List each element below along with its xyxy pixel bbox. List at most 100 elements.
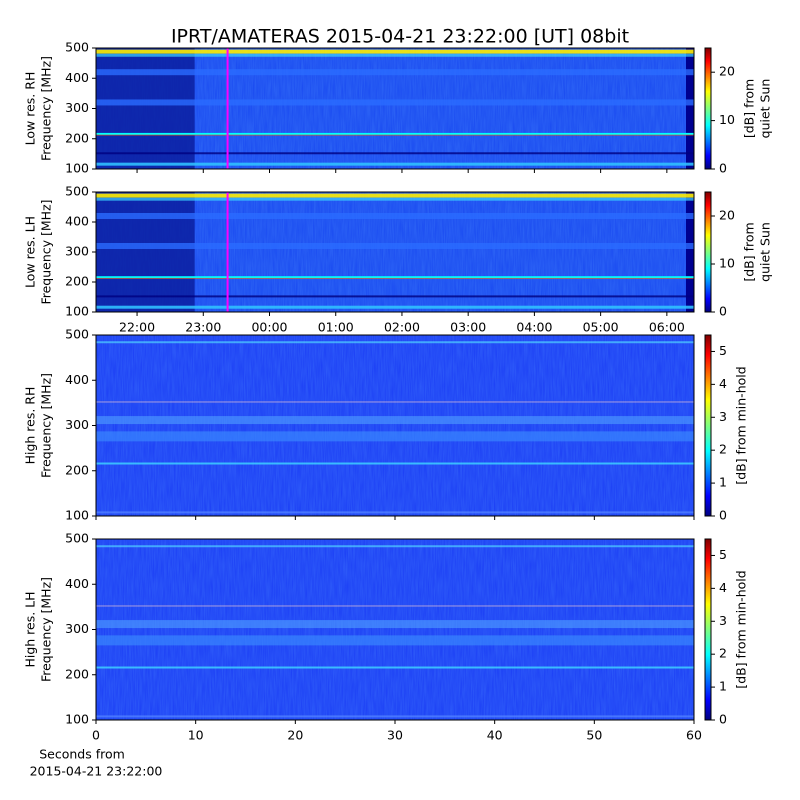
colorbar-label: [dB] from: [742, 222, 757, 281]
spectrogram-band: [96, 99, 694, 106]
colorbar-tick-label: 10: [719, 112, 735, 127]
spectrogram-band: [96, 162, 694, 166]
colorbar-tick-label: 2: [719, 646, 727, 661]
y-tick-label: 100: [65, 508, 89, 523]
spectrogram-band: [96, 295, 694, 298]
spectrogram-band: [96, 635, 694, 646]
spectrogram-band: [96, 49, 694, 54]
y-tick-label: 300: [65, 621, 89, 636]
colorbar-tick-label: 1: [719, 679, 727, 694]
colorbar-label: [dB] from min-hold: [734, 570, 749, 688]
spectrogram-band: [96, 620, 694, 629]
colorbar-tick-label: 20: [719, 208, 735, 223]
x-axis-label: Seconds from: [39, 747, 125, 762]
colorbar-tick-label: 4: [719, 580, 727, 595]
spectrogram-band: [96, 134, 694, 136]
spectrogram-band: [96, 132, 694, 135]
colorbar-label: [dB] from min-hold: [734, 366, 749, 484]
colorbar-tick-label: 20: [719, 64, 735, 79]
y-tick-label: 400: [65, 372, 89, 387]
x-tick-label: 02:00: [384, 320, 420, 335]
y-tick-label: 200: [65, 130, 89, 145]
y-tick-label: 300: [65, 417, 89, 432]
y-tick-label: 200: [65, 666, 89, 681]
spectrogram-band: [96, 341, 694, 344]
x-tick-label: 06:00: [649, 320, 685, 335]
y-axis-label: Low res. LH: [23, 216, 38, 288]
x-tick-label: 20: [287, 728, 303, 743]
y-axis-label: Low res. RH: [23, 72, 38, 146]
colorbar-tick-label: 3: [719, 613, 727, 628]
spectrogram-band: [96, 53, 694, 57]
spectrogram-band: [96, 545, 694, 548]
spectrogram-band: [96, 416, 694, 425]
y-tick-label: 100: [65, 712, 89, 727]
colorbar-tick-label: 0: [719, 508, 727, 523]
colorbar-tick-label: 0: [719, 304, 727, 319]
spectrogram-gap: [686, 48, 694, 169]
x-tick-label: 60: [686, 728, 702, 743]
x-tick-label: 01:00: [318, 320, 354, 335]
x-tick-label: 30: [387, 728, 403, 743]
colorbar-tick-label: 0: [719, 712, 727, 727]
x-tick-label: 05:00: [583, 320, 619, 335]
spectrogram-band: [96, 243, 694, 249]
y-tick-label: 200: [65, 274, 89, 289]
colorbar: [704, 47, 712, 170]
colorbar-tick-label: 1: [719, 475, 727, 490]
spectrogram-band: [96, 666, 694, 669]
colorbar-label: quiet Sun: [758, 222, 773, 282]
spectrogram-band: [96, 276, 694, 279]
colorbar-tick-label: 4: [719, 376, 727, 391]
colorbar-tick-label: 10: [719, 256, 735, 271]
chart-title: IPRT/AMATERAS 2015-04-21 23:22:00 [UT] 0…: [171, 26, 629, 48]
spectrogram-noise: [96, 539, 694, 720]
x-tick-label: 23:00: [185, 320, 221, 335]
y-tick-label: 400: [65, 576, 89, 591]
x-tick-label: 22:00: [119, 320, 155, 335]
spectrogram-band: [96, 152, 694, 155]
y-axis-label: Frequency [MHz]: [39, 577, 54, 682]
y-tick-label: 500: [65, 40, 89, 55]
x-axis-label: 2015-04-21 23:22:00: [30, 764, 163, 779]
spectrogram-band: [96, 462, 694, 465]
spectrogram-band: [96, 431, 694, 442]
x-tick-label: 00:00: [251, 320, 287, 335]
spectrogram-band: [96, 193, 694, 198]
spectrogram-gap: [96, 192, 195, 312]
y-axis-label: Frequency [MHz]: [39, 56, 54, 161]
colorbar-tick-label: 2: [719, 442, 727, 457]
y-tick-label: 200: [65, 462, 89, 477]
spectrogram-gap: [686, 192, 694, 312]
colorbar-label: quiet Sun: [758, 79, 773, 139]
colorbar-tick-label: 3: [719, 409, 727, 424]
spectrogram-band: [96, 715, 694, 718]
x-tick-label: 04:00: [516, 320, 552, 335]
x-tick-label: 03:00: [450, 320, 486, 335]
y-axis-label: High res. LH: [23, 591, 38, 667]
colorbar-tick-label: 5: [719, 343, 727, 358]
colorbar: [704, 538, 712, 721]
colorbar-label: [dB] from: [742, 79, 757, 138]
spectrogram-band: [96, 401, 694, 403]
y-tick-label: 100: [65, 304, 89, 319]
y-tick-label: 500: [65, 531, 89, 546]
x-tick-label: 0: [92, 728, 100, 743]
y-tick-label: 500: [65, 184, 89, 199]
spectrogram-band: [96, 69, 694, 76]
y-tick-label: 400: [65, 214, 89, 229]
x-tick-label: 50: [586, 728, 602, 743]
x-tick-label: 40: [487, 728, 503, 743]
spectrogram-noise: [96, 48, 694, 169]
y-tick-label: 500: [65, 327, 89, 342]
spectrogram-noise: [96, 192, 694, 312]
spectrogram-band: [96, 213, 694, 219]
y-tick-label: 400: [65, 70, 89, 85]
y-axis-label: Frequency [MHz]: [39, 373, 54, 478]
spectrogram-band: [96, 605, 694, 607]
spectrogram-band: [96, 511, 694, 514]
colorbar-tick-label: 0: [719, 161, 727, 176]
y-tick-label: 100: [65, 161, 89, 176]
spectrogram-noise: [96, 335, 694, 516]
